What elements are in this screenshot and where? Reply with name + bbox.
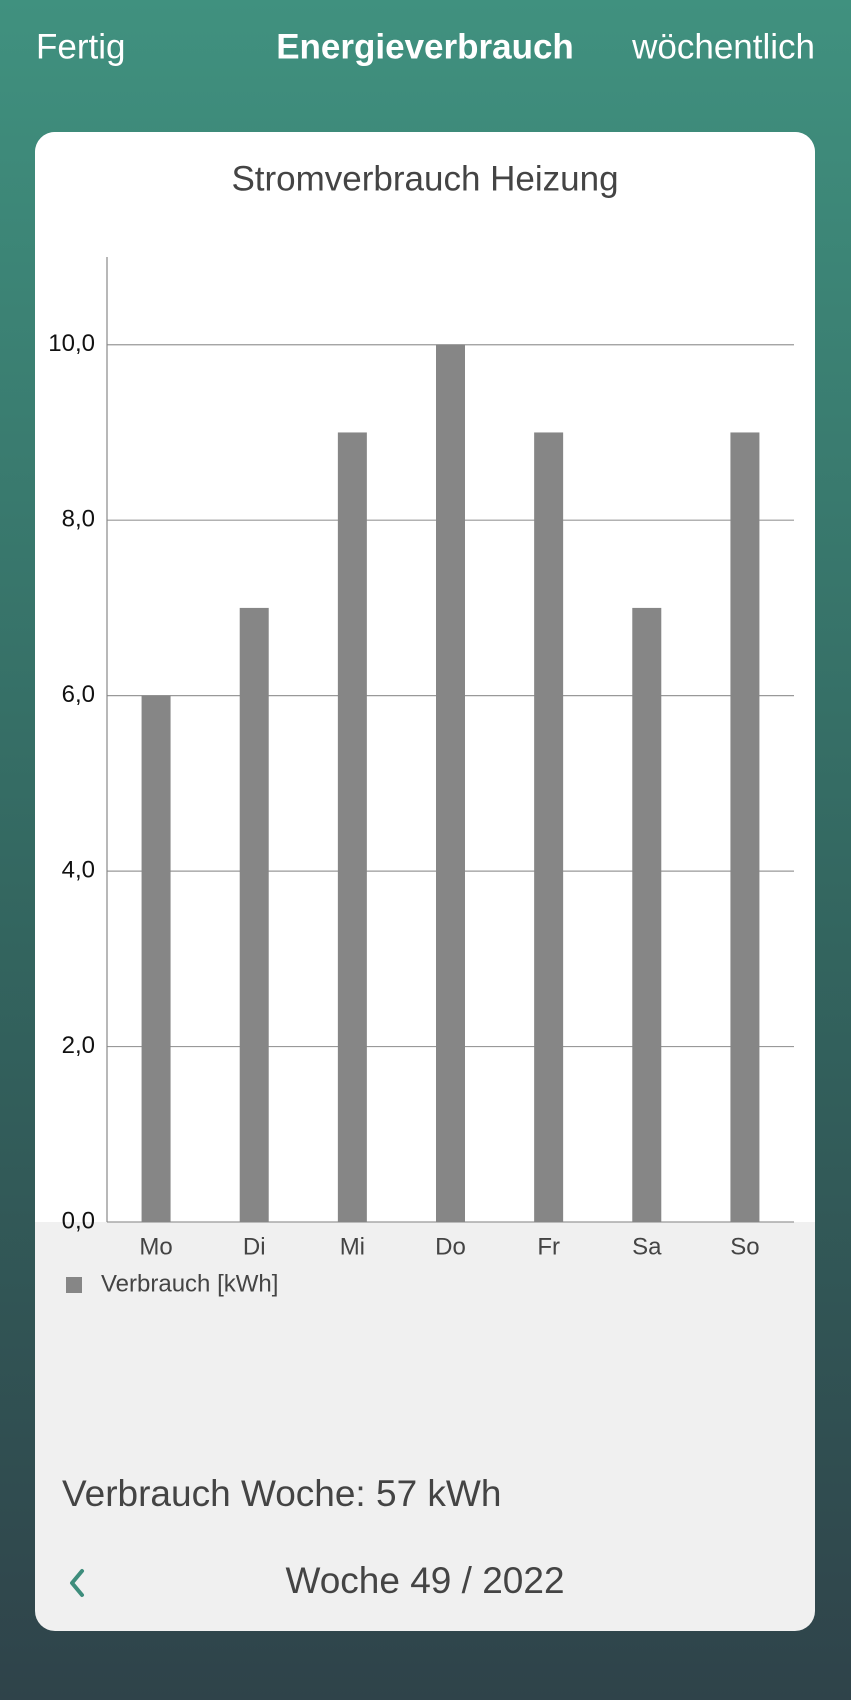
- x-tick-label: Mo: [139, 1233, 172, 1260]
- bar: [141, 695, 171, 1222]
- x-tick-label: Fr: [537, 1233, 560, 1260]
- y-tick-label: 8,0: [62, 506, 95, 533]
- x-tick-label: Sa: [632, 1233, 662, 1260]
- week-summary: Verbrauch Woche: 57 kWh: [62, 1473, 501, 1514]
- y-tick-label: 2,0: [62, 1032, 95, 1059]
- card: [35, 132, 815, 1631]
- previous-week[interactable]: [70, 1569, 84, 1597]
- y-tick-label: 10,0: [48, 330, 95, 357]
- legend-label: Verbrauch [kWh]: [101, 1270, 278, 1297]
- y-tick-label: 0,0: [62, 1207, 95, 1234]
- x-tick-label: So: [730, 1233, 759, 1260]
- x-tick-label: Mi: [340, 1233, 365, 1260]
- chart-title: Stromverbrauch Heizung: [231, 159, 618, 198]
- bar: [337, 432, 367, 1222]
- done-button[interactable]: Fertig: [36, 27, 125, 66]
- bar: [730, 432, 760, 1222]
- bar: [436, 344, 465, 1222]
- legend-swatch: [66, 1277, 82, 1293]
- y-tick-label: 6,0: [62, 681, 95, 708]
- bar: [239, 607, 269, 1222]
- chart: Stromverbrauch Heizung 0,0 2,0 4,0 6,0 8,0 10…: [48, 159, 794, 1297]
- screen-title: Energieverbrauch: [276, 27, 574, 66]
- y-tick-label: 4,0: [62, 856, 95, 883]
- x-tick-label: Do: [435, 1233, 466, 1260]
- x-tick-label: Di: [243, 1233, 266, 1260]
- week-label: Woche 49 / 2022: [285, 1560, 564, 1601]
- bar: [534, 432, 564, 1222]
- period-selector[interactable]: wöchentlich: [631, 27, 815, 66]
- bar: [632, 607, 662, 1222]
